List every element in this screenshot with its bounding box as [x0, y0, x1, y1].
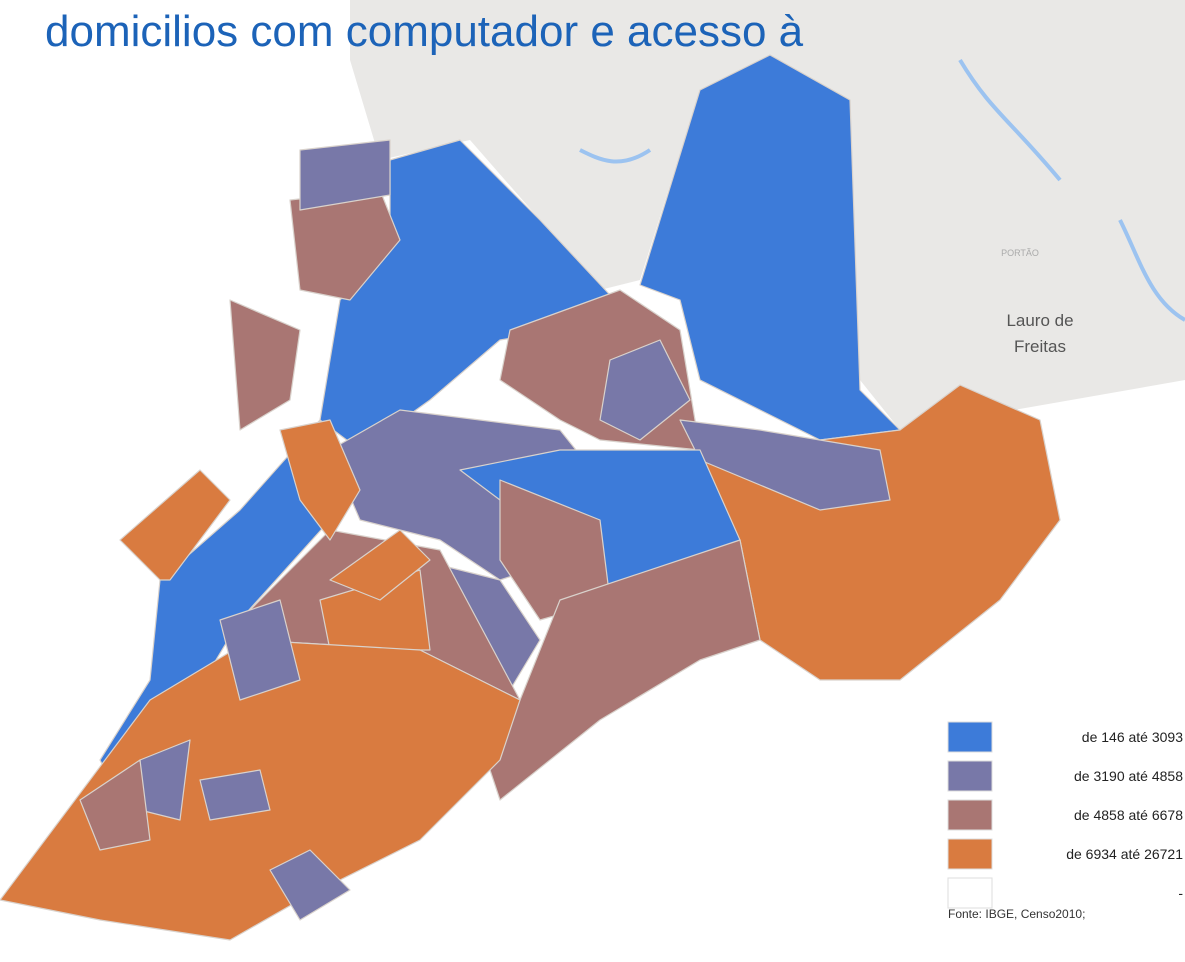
title: domicilios com computador e acesso à	[45, 7, 804, 56]
regions	[0, 54, 1061, 941]
legend-label: de 146 até 3093	[1082, 729, 1183, 745]
region	[299, 139, 391, 211]
region	[279, 419, 361, 541]
region	[199, 769, 271, 821]
place-label: Lauro de	[1006, 311, 1073, 330]
legend: de 146 até 3093 de 3190 até 4858 de 4858 a…	[947, 721, 1183, 909]
legend-swatch	[947, 877, 993, 909]
region	[269, 849, 351, 921]
legend-label: -	[1178, 885, 1183, 901]
region	[119, 469, 231, 581]
place-label: Freitas	[1014, 337, 1066, 356]
legend-label: de 4858 até 6678	[1074, 807, 1183, 823]
land-background	[350, 0, 1185, 430]
source: Fonte: IBGE, Censo2010;	[948, 907, 1085, 921]
place-label: PORTÃO	[1001, 248, 1039, 258]
legend-swatch	[947, 799, 993, 831]
region	[229, 299, 301, 431]
region	[79, 759, 151, 851]
region	[219, 599, 301, 701]
legend-label: de 6934 até 26721	[1066, 846, 1183, 862]
region	[329, 529, 431, 601]
legend-swatch	[947, 760, 993, 792]
legend-swatch	[947, 721, 993, 753]
legend-swatch	[947, 838, 993, 870]
river	[579, 58, 1185, 322]
legend-label: de 3190 até 4858	[1074, 768, 1183, 784]
region	[599, 339, 691, 441]
